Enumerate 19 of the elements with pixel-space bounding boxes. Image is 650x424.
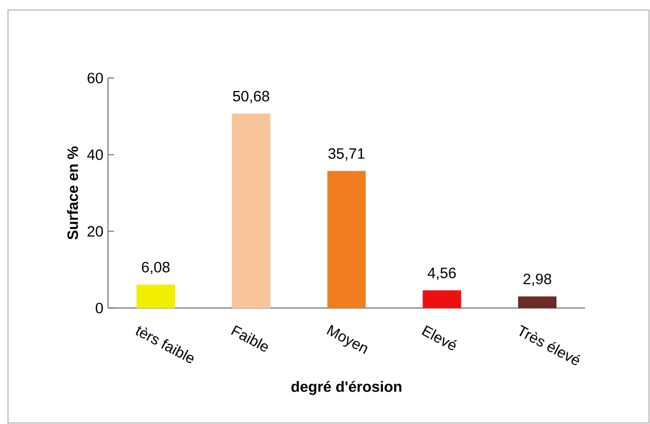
bar [422, 290, 462, 308]
x-tick-label: Très élevé [519, 324, 581, 366]
y-tick-label: 0 [96, 302, 103, 314]
y-tick-label: 60 [88, 72, 103, 84]
bar [518, 296, 557, 308]
data-label: 50,68 [233, 90, 270, 104]
data-label: 4,56 [428, 268, 456, 280]
x-axis-title: degré d'érosion [291, 380, 402, 395]
y-axis-title: Surface en % [67, 146, 78, 240]
bar [232, 114, 270, 308]
x-tick-label: tèrs faible [136, 326, 194, 364]
x-tick-label: Elevé [422, 325, 458, 350]
y-tick-label: 40 [87, 149, 103, 160]
data-label: 2,98 [524, 274, 552, 286]
bar [136, 284, 175, 308]
bar [327, 170, 366, 308]
y-tick-label: 20 [88, 226, 103, 237]
data-label: 6,08 [142, 262, 170, 274]
data-label: 35,71 [328, 148, 364, 161]
